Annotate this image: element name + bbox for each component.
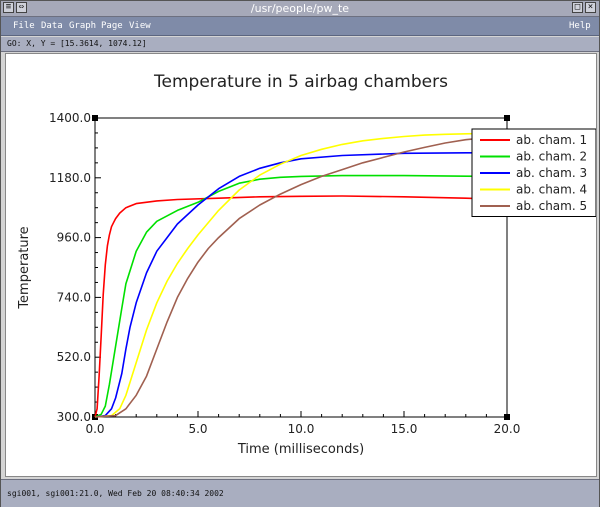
menu-page-label: Page	[101, 21, 123, 31]
y-tick-label: 1400.0	[49, 111, 91, 125]
window-menu-icon: ≡	[5, 2, 12, 12]
series-line-2	[94, 174, 508, 418]
coordinate-readout-bar: GO: X, Y = [15.3614, 1074.12]	[1, 37, 599, 52]
y-tick-label: 300.0	[57, 410, 91, 424]
menu-data[interactable]: Data	[41, 18, 63, 34]
legend-label-3: ab. cham. 3	[516, 166, 587, 180]
chart-title: Temperature in 5 airbag chambers	[153, 72, 448, 92]
title-bar[interactable]: ≡ ⇔ /usr/people/pw_te □ ×	[1, 1, 599, 17]
menu-view-label: View	[129, 21, 151, 31]
status-bar: sgi001, sgi001:21.0, Wed Feb 20 08:40:34…	[1, 479, 599, 507]
y-tick-label: 740.0	[57, 290, 91, 304]
menu-file[interactable]: File	[13, 18, 35, 34]
legend-label-1: ab. cham. 1	[516, 133, 587, 147]
series-line-3	[94, 152, 507, 418]
legend-label-4: ab. cham. 4	[516, 183, 587, 197]
y-tick-label: 1180.0	[49, 171, 91, 185]
window-menu-button[interactable]: ≡	[3, 2, 14, 13]
series-line-5	[94, 134, 508, 418]
move-arrows-icon: ⇔	[18, 2, 25, 12]
x-axis-label: Time (milliseconds)	[237, 442, 364, 457]
menu-help[interactable]: Help	[569, 18, 591, 34]
y-axis-label: Temperature	[17, 226, 32, 309]
move-button[interactable]: ⇔	[16, 2, 27, 13]
close-icon: ×	[587, 2, 594, 12]
menu-page[interactable]: Page	[101, 18, 123, 34]
menu-view[interactable]: View	[129, 18, 151, 34]
menu-graph-label: Graph	[69, 21, 97, 31]
menu-file-label: File	[13, 21, 35, 31]
maximize-icon: □	[574, 2, 581, 12]
x-tick-label: 10.0	[288, 422, 315, 436]
coordinate-readout: GO: X, Y = [15.3614, 1074.12]	[7, 39, 147, 48]
x-tick-label: 15.0	[391, 422, 418, 436]
chart[interactable]: Temperature in 5 airbag chambers 0.0 5.0 10…	[6, 54, 597, 476]
maximize-button[interactable]: □	[572, 2, 583, 13]
x-tick-label: 20.0	[494, 422, 521, 436]
menu-help-label: Help	[569, 21, 591, 31]
plot-area[interactable]: Temperature in 5 airbag chambers 0.0 5.0 10…	[5, 53, 597, 477]
x-tick-label: 0.0	[85, 422, 104, 436]
x-tick-label: 5.0	[188, 422, 207, 436]
status-text: sgi001, sgi001:21.0, Wed Feb 20 08:40:34…	[7, 489, 224, 498]
menu-bar: File Data Graph Page View Help	[1, 17, 599, 36]
menu-graph[interactable]: Graph	[69, 18, 96, 34]
series-line-1	[94, 195, 508, 418]
close-button[interactable]: ×	[585, 2, 596, 13]
legend-label-5: ab. cham. 5	[516, 199, 587, 213]
plot-frame	[94, 117, 508, 418]
legend-label-2: ab. cham. 2	[516, 150, 587, 164]
window-title: /usr/people/pw_te	[250, 2, 350, 15]
y-tick-label: 520.0	[57, 350, 91, 364]
y-tick-label: 960.0	[57, 231, 91, 245]
menu-data-label: Data	[41, 21, 63, 31]
series-line-4	[94, 132, 508, 418]
corner-handle[interactable]	[504, 115, 510, 121]
